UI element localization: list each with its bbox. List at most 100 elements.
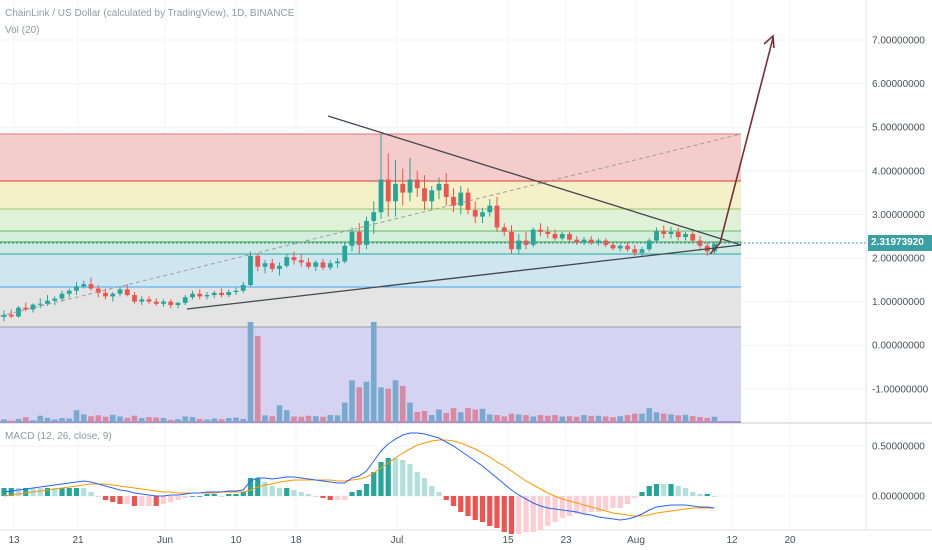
fib-zone-lightgreen [0,209,741,231]
volume-bar [508,413,515,422]
volume-bar [22,417,29,422]
candle-body [248,255,253,286]
macd-histogram-bar [385,458,391,496]
macd-histogram-bar [284,488,290,496]
macd-histogram-bar [218,496,225,497]
candle-body [342,245,348,262]
price-axis[interactable]: 7.00000000 6.00000000 5.00000000 4.00000000… [872,36,929,503]
candle-body [509,231,514,250]
macd-histogram-bar [73,488,80,496]
candle-body [581,239,587,243]
time-tick-label: 18 [290,535,302,546]
candle-body [88,284,94,289]
macd-histogram-bar [697,494,703,496]
macd-histogram-bar [603,496,609,510]
volume-bar [610,417,616,422]
candle-body [269,263,275,269]
macd-histogram-bar [545,496,551,526]
candle-body [654,230,659,241]
time-tick-label: Jun [157,535,173,546]
time-tick-label: 15 [502,535,514,546]
volume-bar [363,381,370,422]
macd-histogram-bar [494,496,500,528]
macd-histogram-bar [23,488,29,496]
volume-bar [153,417,160,422]
descending-trend-line[interactable] [327,115,742,246]
time-tick-label: 12 [726,535,738,546]
volume-bar [95,415,102,422]
candle-body [472,210,478,217]
macd-histogram-bar [175,496,181,500]
price-tick-label: 1.00000000 [872,297,925,308]
volume-bar [356,387,363,422]
volume-bar [167,419,174,422]
time-axis[interactable]: 13 21 Jun 10 18 Jul 15 23 Aug 12 20 [8,535,796,546]
volume-legend: Vol (20) [5,25,40,36]
candle-body [429,190,435,202]
time-tick-label: 13 [8,535,20,546]
volume-bar [211,418,218,422]
macd-histogram-bar [204,494,210,496]
candle-body [226,292,232,296]
candle-body [110,293,116,297]
macd-histogram-bar [624,496,631,504]
macd-histogram-bar [182,496,188,498]
volume-bar [639,413,645,422]
volume-bar [573,416,580,422]
volume-bar [479,408,486,422]
macd-histogram-bar [414,472,420,496]
candle-body [59,293,65,299]
volume-bar [160,418,167,422]
volume-bar [247,322,254,422]
macd-histogram-bar [8,488,14,496]
volume-bar [653,412,660,422]
candle-body [393,183,398,202]
macd-histogram-bar [661,484,667,496]
dashed-trend-line[interactable] [0,133,742,317]
candle-body [407,179,413,193]
volume-bar [689,416,696,422]
volume-bar [218,419,225,422]
volume-bar [131,415,138,422]
volume-bar [552,415,558,422]
candle-body [552,234,558,239]
candle-body [639,249,645,253]
time-tick-label: 20 [784,535,796,546]
macd-histogram-bar [472,496,478,520]
macd-histogram-bar [429,486,435,496]
fib-zone-grey [0,287,741,327]
candle-body [465,192,471,211]
candle-body [23,307,29,310]
volume-bar [428,415,435,422]
macd-histogram-bar [537,496,544,530]
ascending-trend-line[interactable] [186,244,742,310]
volume-bar [450,408,457,422]
time-tick-label: 21 [72,535,84,546]
macd-histogram-bar [52,488,58,496]
time-tick-label: Aug [627,535,645,546]
macd-histogram-bar [153,496,159,506]
macd-histogram-bar [617,496,623,508]
volume-bar [370,322,377,422]
volume-bar [660,413,667,422]
candle-body [81,284,87,287]
volume-bar [196,418,203,422]
volume-bar [124,417,131,422]
macd-histogram-bar [95,496,101,497]
candle-body [574,239,580,243]
macd-histogram-bar [711,496,718,497]
volume-bar [80,414,87,422]
price-tick-label: 7.00000000 [872,36,925,47]
macd-histogram-bar [117,496,123,504]
volume-bar [682,414,689,422]
price-tick-label: -1.00000000 [872,384,929,395]
fib-zone-purple [0,327,741,422]
macd-histogram-bar [59,488,65,496]
volume-bar [305,415,312,422]
candle-body [306,262,311,267]
candle-body [683,234,688,238]
candle-body [632,249,638,253]
candle-body [320,262,326,268]
candle-body [327,263,333,268]
